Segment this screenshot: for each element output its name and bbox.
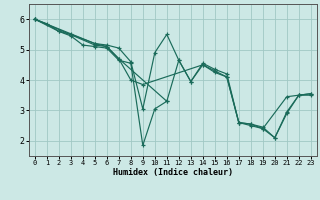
X-axis label: Humidex (Indice chaleur): Humidex (Indice chaleur) bbox=[113, 168, 233, 177]
